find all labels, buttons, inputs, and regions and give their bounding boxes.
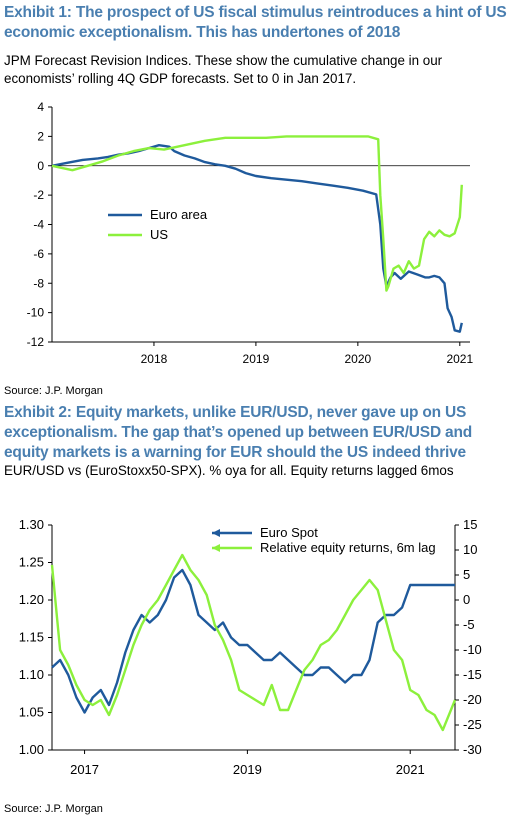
chart2-left-tick-label: 1.30 bbox=[19, 517, 44, 532]
chart2-right-tick-label: -15 bbox=[463, 667, 482, 682]
exhibit2-title: Exhibit 2: Equity markets, unlike EUR/US… bbox=[4, 404, 473, 461]
exhibit1-subtitle: JPM Forecast Revision Indices. These sho… bbox=[4, 53, 443, 86]
chart2-left-tick-label: 1.15 bbox=[19, 630, 44, 645]
chart2-ticks: 1.30 1.25 1.20 1.15 1.10 1.05 1.00 15 10 5 0 -5 -10 -… bbox=[19, 517, 482, 777]
chart2-axes bbox=[51, 525, 456, 751]
chart1-x-tick-label: 2020 bbox=[345, 352, 372, 366]
chart1-y-tick-label: -12 bbox=[27, 335, 45, 349]
chart1-y-tick-label: -6 bbox=[33, 247, 44, 261]
chart1-ticks: 4 2 0 -2 -4 -6 -8 -10 -12 2018 2019 2020 2021 bbox=[27, 100, 474, 366]
exhibit1-title: Exhibit 1: The prospect of US fiscal sti… bbox=[4, 4, 507, 41]
chart2-right-tick-label: 0 bbox=[463, 592, 470, 607]
chart2-series-euro-spot bbox=[51, 568, 455, 714]
chart2-x-tick-label: 2021 bbox=[396, 762, 425, 777]
chart1-x-tick-label: 2021 bbox=[446, 352, 473, 366]
chart1-y-tick-label: 4 bbox=[37, 100, 44, 114]
chart1-y-tick-label: -4 bbox=[33, 218, 44, 232]
chart2-legend-marker bbox=[212, 529, 220, 537]
chart1-legend-label: Euro area bbox=[150, 207, 208, 222]
chart2-right-tick-label: -25 bbox=[463, 717, 482, 732]
chart1-y-tick-label: 2 bbox=[37, 129, 44, 143]
chart1-y-tick-label: -10 bbox=[27, 306, 45, 320]
chart2-x-tick-label: 2017 bbox=[70, 762, 99, 777]
chart2-right-tick-label: 10 bbox=[463, 542, 477, 557]
chart2-x-tick-label: 2019 bbox=[233, 762, 262, 777]
chart2-legend-label: Euro Spot bbox=[260, 525, 318, 540]
chart1-axes bbox=[51, 107, 470, 343]
chart1-series-us bbox=[51, 135, 463, 292]
chart2-left-tick-label: 1.05 bbox=[19, 705, 44, 720]
chart2-left-tick-label: 1.10 bbox=[19, 667, 44, 682]
chart1-series bbox=[51, 135, 463, 333]
chart2-series-relative-equity bbox=[50, 553, 457, 732]
chart1-x-tick-label: 2018 bbox=[141, 352, 168, 366]
exhibit1-source: Source: J.P. Morgan bbox=[4, 385, 103, 397]
chart2: 1.30 1.25 1.20 1.15 1.10 1.05 1.00 15 10 5 0 -5 -10 -… bbox=[19, 517, 482, 777]
chart2-left-tick-label: 1.20 bbox=[19, 592, 44, 607]
chart1-series-euro-area bbox=[51, 144, 463, 333]
chart1-legend: Euro area US bbox=[108, 207, 208, 242]
chart2-right-tick-label: 15 bbox=[463, 517, 477, 532]
chart1-x-tick-label: 2019 bbox=[243, 352, 270, 366]
chart2-right-tick-label: -30 bbox=[463, 742, 482, 757]
chart1-y-tick-label: -8 bbox=[33, 276, 44, 290]
chart2-left-tick-label: 1.00 bbox=[19, 742, 44, 757]
chart2-left-tick-label: 1.25 bbox=[19, 555, 44, 570]
exhibit2-source: Source: J.P. Morgan bbox=[4, 803, 103, 815]
chart1-legend-label: US bbox=[150, 227, 168, 242]
chart2-right-tick-label: -20 bbox=[463, 692, 482, 707]
chart1-y-tick-label: -2 bbox=[33, 188, 44, 202]
chart2-series bbox=[50, 553, 457, 732]
chart2-legend-marker bbox=[212, 544, 220, 552]
chart1: 4 2 0 -2 -4 -6 -8 -10 -12 2018 2019 2020 2021 Euro a… bbox=[27, 100, 474, 366]
chart1-y-tick-label: 0 bbox=[37, 159, 44, 173]
chart2-right-tick-label: -5 bbox=[463, 617, 475, 632]
exhibit2-subtitle: EUR/USD vs (EuroStoxx50-SPX). % oya for … bbox=[4, 463, 454, 478]
chart2-legend-label: Relative equity returns, 6m lag bbox=[260, 540, 436, 555]
chart2-right-tick-label: 5 bbox=[463, 567, 470, 582]
chart2-right-tick-label: -10 bbox=[463, 642, 482, 657]
